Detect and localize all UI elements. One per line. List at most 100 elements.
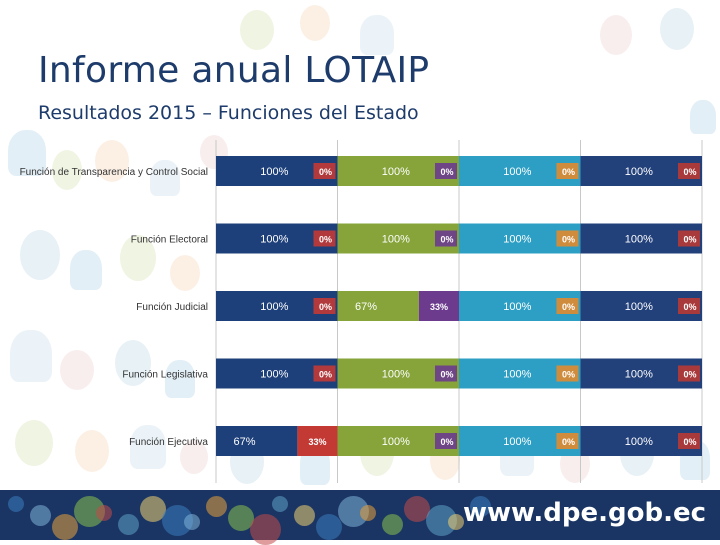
data-label: 0% <box>440 235 453 245</box>
data-label: 0% <box>440 437 453 447</box>
zero-marker <box>556 230 579 247</box>
footer-bar: www.dpe.gob.ec <box>0 490 720 545</box>
footer-decor-dot <box>382 514 403 535</box>
data-label: 0% <box>562 302 575 312</box>
decor-shape <box>360 15 394 55</box>
data-label: 0% <box>683 370 696 380</box>
data-label: 0% <box>440 370 453 380</box>
data-label: 100% <box>625 436 653 448</box>
data-label: 0% <box>562 437 575 447</box>
data-label: 0% <box>562 167 575 177</box>
footer-decor-dot <box>140 496 166 522</box>
data-label: 100% <box>625 234 653 246</box>
data-label: 0% <box>562 370 575 380</box>
decor-shape <box>70 250 102 290</box>
decor-shape <box>180 440 208 474</box>
decor-shape <box>120 235 156 281</box>
slide-title: Informe anual LOTAIP <box>38 50 430 91</box>
zero-marker <box>556 163 579 179</box>
data-label: 0% <box>319 370 332 380</box>
data-label: 100% <box>503 436 531 448</box>
decor-shape <box>95 140 129 182</box>
zero-marker <box>678 433 700 449</box>
stacked-bar-chart: Función de Transparencia y Control Socia… <box>20 140 703 483</box>
data-label: 0% <box>683 167 696 177</box>
decor-shape <box>130 425 166 469</box>
data-label: 0% <box>440 167 453 177</box>
zero-marker <box>556 298 579 314</box>
data-label: 100% <box>260 369 288 381</box>
data-label: 0% <box>319 235 332 245</box>
decor-shape <box>300 5 330 41</box>
bar-segment <box>418 291 459 321</box>
decor-shape <box>52 150 82 190</box>
footer-decor-dot <box>30 505 51 526</box>
zero-marker <box>435 433 457 449</box>
zero-marker <box>435 365 457 382</box>
decor-shape <box>75 430 109 472</box>
decor-shape <box>10 330 52 382</box>
data-label: 100% <box>625 301 653 313</box>
zero-marker <box>313 365 336 382</box>
zero-marker <box>313 298 336 314</box>
category-label: Función Legislativa <box>122 370 208 381</box>
zero-marker <box>435 230 457 247</box>
footer-decor-dot <box>52 514 78 540</box>
footer-decor-dot <box>404 496 430 522</box>
decor-shape <box>150 160 180 196</box>
footer-decor-dot <box>206 496 227 517</box>
decor-shape <box>60 350 94 390</box>
data-label: 33% <box>430 302 448 312</box>
data-label: 0% <box>319 167 332 177</box>
footer-decor-dot <box>448 514 464 530</box>
footer-decor-dot <box>360 505 376 521</box>
data-label: 0% <box>562 235 575 245</box>
data-label: 33% <box>308 437 326 447</box>
data-label: 0% <box>683 302 696 312</box>
footer-decor-dot <box>250 514 281 545</box>
data-label: 0% <box>683 235 696 245</box>
zero-marker <box>678 230 700 247</box>
data-label: 100% <box>260 166 288 178</box>
data-label: 100% <box>503 234 531 246</box>
decor-shape <box>240 10 274 50</box>
bar-segment <box>216 426 298 456</box>
category-label: Función de Transparencia y Control Socia… <box>20 167 208 178</box>
zero-marker <box>313 230 336 247</box>
footer-decor-dot <box>470 496 491 517</box>
data-label: 0% <box>319 302 332 312</box>
data-label: 100% <box>503 369 531 381</box>
category-label: Función Judicial <box>136 302 208 313</box>
data-label: 100% <box>260 234 288 246</box>
decor-shape <box>8 130 46 176</box>
footer-decor-dot <box>272 496 288 512</box>
data-label: 0% <box>683 437 696 447</box>
zero-marker <box>313 163 336 179</box>
footer-decor-dot <box>184 514 200 530</box>
data-label: 67% <box>233 436 255 448</box>
footer-decor-dot <box>294 505 315 526</box>
zero-marker <box>678 163 700 179</box>
decor-shape <box>115 340 151 386</box>
bar-segment <box>297 426 338 456</box>
data-label: 100% <box>382 234 410 246</box>
footer-url: www.dpe.gob.ec <box>462 498 706 528</box>
decor-shape <box>15 420 53 466</box>
data-label: 100% <box>382 436 410 448</box>
data-label: 100% <box>625 369 653 381</box>
footer-decor-dot <box>96 505 112 521</box>
category-label: Función Electoral <box>131 235 208 246</box>
zero-marker <box>435 163 457 179</box>
data-label: 100% <box>625 166 653 178</box>
footer-decor-dot <box>8 496 24 512</box>
data-label: 67% <box>355 301 377 313</box>
slide-subtitle: Resultados 2015 – Funciones del Estado <box>38 102 419 124</box>
decor-shape <box>170 255 200 291</box>
data-label: 100% <box>382 166 410 178</box>
footer-decor-dot <box>316 514 342 540</box>
footer-decor-dot <box>228 505 254 531</box>
decor-shape <box>600 15 632 55</box>
zero-marker <box>678 365 700 382</box>
data-label: 100% <box>503 166 531 178</box>
data-label: 100% <box>260 301 288 313</box>
